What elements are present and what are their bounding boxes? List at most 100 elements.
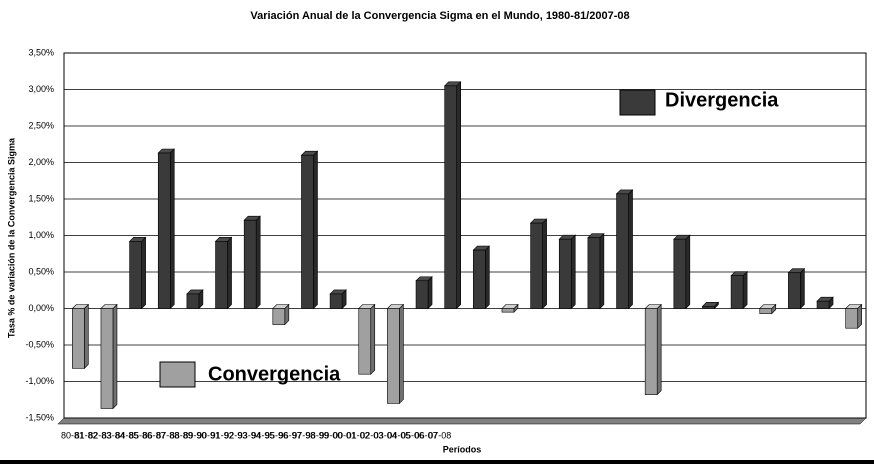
y-tick-label: 1,50% (28, 193, 54, 203)
bar-face (570, 234, 576, 310)
bar (644, 303, 662, 396)
x-tick-label: 06-07 (415, 430, 438, 440)
bar-face (501, 308, 515, 313)
x-tick-label: 94-95 (251, 430, 274, 440)
bar (730, 270, 748, 310)
y-tick-label: 1,00% (28, 230, 54, 240)
plot-floor (57, 417, 867, 425)
bar (300, 150, 319, 310)
x-tick-label: 98-99 (306, 430, 329, 440)
x-tick-label: 80-81 (61, 430, 84, 440)
x-tick-label: 07-08 (428, 430, 451, 440)
bar (558, 234, 576, 310)
x-tick-label: 01-02 (347, 430, 370, 440)
x-tick-label: 00-01 (333, 430, 356, 440)
x-tick-label: 84-85 (115, 430, 138, 440)
bar (673, 234, 691, 310)
bar-face (473, 249, 486, 309)
bar (214, 236, 233, 310)
bar (329, 289, 347, 310)
x-tick-label: 87-88 (156, 430, 179, 440)
bar (759, 303, 777, 315)
y-tick-label: 0,00% (28, 303, 54, 313)
bar-face (759, 308, 773, 314)
bar-face (112, 303, 118, 410)
bar-face (730, 275, 744, 309)
bar-face (243, 219, 257, 309)
bar-face (800, 268, 805, 310)
bar-face (444, 85, 457, 309)
x-tick-label: 03-04 (374, 430, 397, 440)
bar (472, 245, 491, 310)
bar-face (329, 293, 343, 309)
x-tick-label: 04-05 (387, 430, 410, 440)
x-tick-label: 82-83 (88, 430, 111, 440)
bar (358, 303, 376, 375)
bar-face (702, 306, 715, 309)
x-tick-label: 91-92 (211, 430, 234, 440)
x-tick-label: 05-06 (401, 430, 424, 440)
bar-face (485, 245, 490, 310)
bar (816, 296, 834, 310)
x-tick-label: 99-00 (319, 430, 342, 440)
bar (615, 189, 634, 310)
bar-face (656, 303, 662, 396)
bar-face (816, 300, 830, 309)
bar-face (227, 236, 232, 310)
bar (157, 148, 175, 310)
bar-face (530, 222, 543, 309)
y-tick-label: 3,50% (28, 47, 54, 57)
x-tick-label: 93-94 (238, 430, 261, 440)
y-tick-label: -0,50% (25, 339, 54, 349)
bottom-rule (0, 460, 874, 464)
bar-face (742, 270, 748, 310)
bar-face (100, 308, 114, 409)
x-tick-label: 90-91 (197, 430, 220, 440)
bar-face (255, 215, 261, 310)
bar-face (644, 308, 658, 395)
bar (443, 81, 462, 310)
bar-face (542, 218, 547, 310)
y-tick-label: -1,50% (25, 412, 54, 422)
bar-face (628, 189, 633, 310)
bar (386, 303, 405, 405)
bar-face (616, 193, 629, 309)
bar-face (558, 238, 572, 309)
legend-label: Convergencia (208, 363, 341, 385)
bar (186, 289, 204, 310)
legend-label: Divergencia (665, 89, 779, 111)
bar-face (845, 308, 858, 329)
bar (243, 215, 261, 310)
legend-swatch (159, 361, 196, 388)
bar (100, 303, 118, 410)
bar (787, 268, 806, 310)
x-tick-label: 85-86 (129, 430, 152, 440)
y-tick-label: 2,50% (28, 120, 54, 130)
bar-face (673, 238, 687, 309)
y-tick-label: 2,00% (28, 157, 54, 167)
x-tick-label: 81-82 (75, 430, 98, 440)
bar-face (370, 303, 376, 375)
x-axis-label: Períodos (443, 444, 482, 454)
bar-face (599, 232, 605, 310)
bar (501, 303, 519, 313)
bar (701, 301, 720, 310)
x-tick-label: 02-03 (360, 430, 383, 440)
bar (71, 303, 90, 370)
bar-face (387, 308, 400, 404)
bar (272, 303, 290, 326)
y-tick-label: -1,00% (25, 376, 54, 386)
bar-face (399, 303, 404, 405)
bar-face (415, 280, 429, 309)
x-tick-label: 86-87 (143, 430, 166, 440)
bar-face (788, 272, 801, 309)
bar-face (215, 241, 228, 309)
x-tick-label: 89-90 (183, 430, 206, 440)
bar-face (157, 152, 171, 309)
bar (128, 236, 147, 310)
bar (587, 232, 605, 310)
bar-face (587, 237, 601, 309)
chart-title: Variación Anual de la Convergencia Sigma… (250, 10, 629, 22)
